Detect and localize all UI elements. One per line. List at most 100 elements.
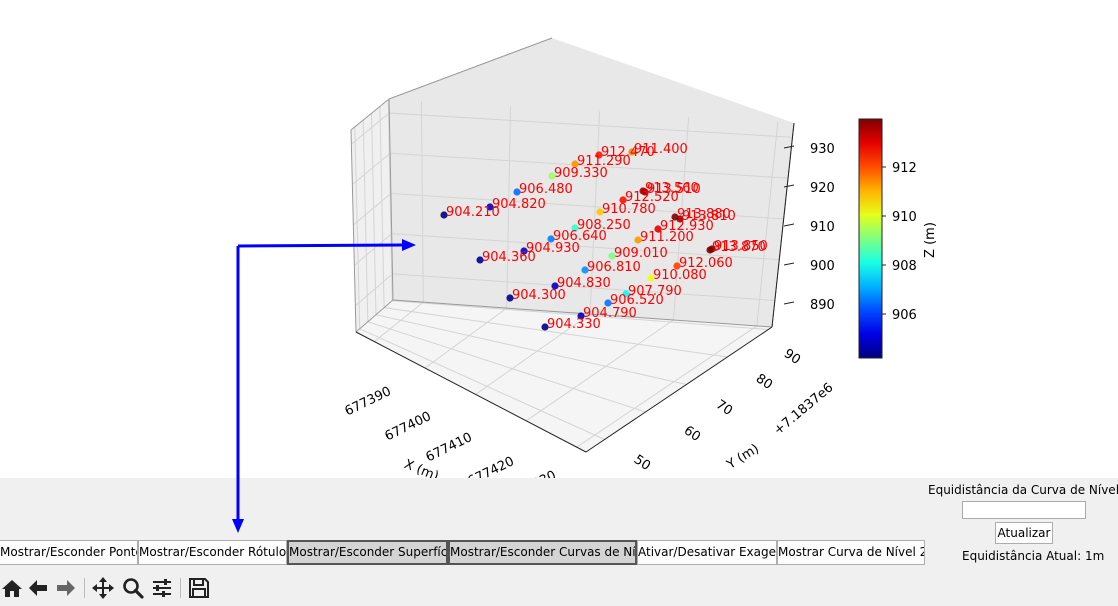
point-label: 913.880 <box>677 207 731 222</box>
data-point <box>628 148 636 156</box>
floor-pane <box>356 300 772 452</box>
x-tick-label: 677400 <box>383 409 434 444</box>
save-icon[interactable] <box>187 576 211 600</box>
axis-edge <box>350 129 357 333</box>
colorbar-tick-label: 908 <box>892 259 917 274</box>
z-tick <box>783 145 795 149</box>
point-label: 904.210 <box>446 205 500 220</box>
data-point <box>595 151 603 159</box>
right-back-pane <box>389 38 794 327</box>
data-point <box>571 224 579 232</box>
point-label: 909.010 <box>614 246 668 261</box>
data-point <box>506 294 514 302</box>
data-point <box>647 274 655 282</box>
data-point <box>440 211 448 219</box>
z-tick-label: 930 <box>810 142 835 157</box>
point-label: 913.850 <box>714 239 768 254</box>
data-point <box>708 245 716 253</box>
point-label: 904.820 <box>492 197 546 212</box>
point-label: 912.930 <box>660 219 714 234</box>
x-tick-label: 677420 <box>466 454 517 478</box>
x-tick-label: 677390 <box>343 384 394 419</box>
point-label: 913.560 <box>645 181 699 196</box>
show-2d-contour-button[interactable]: Mostrar Curva de Nível 2D <box>777 540 925 565</box>
toggle-labels-button[interactable]: Mostrar/Esconder Rótulos <box>138 540 287 565</box>
colorbar <box>858 118 883 359</box>
navigation-toolbar <box>0 574 1118 604</box>
z-tick <box>783 262 795 266</box>
point-label: 911.400 <box>634 142 688 157</box>
y-tick-label: 50 <box>631 452 653 474</box>
point-label: 906.520 <box>610 293 664 308</box>
point-label: 904.330 <box>547 317 601 332</box>
toggle-surface-button[interactable]: Mostrar/Esconder Superfície <box>287 540 448 565</box>
pan-icon[interactable] <box>91 576 115 600</box>
axis-edge <box>388 37 553 100</box>
data-point <box>547 235 555 243</box>
home-icon[interactable] <box>0 576 24 600</box>
data-point <box>541 323 549 331</box>
data-point <box>654 225 662 233</box>
axis-edge <box>350 98 390 131</box>
data-point <box>608 252 616 260</box>
data-points <box>440 148 716 331</box>
y-tick-label: 70 <box>713 397 735 419</box>
data-point <box>476 256 484 264</box>
zoom-icon[interactable] <box>121 576 145 600</box>
point-label: 904.360 <box>482 250 536 265</box>
point-label: 904.300 <box>512 288 566 303</box>
data-point <box>577 312 585 320</box>
data-point <box>634 236 642 244</box>
configure-subplots-icon[interactable] <box>150 576 174 600</box>
axis-edge <box>355 299 394 333</box>
toolbar-separator <box>180 578 181 598</box>
left-back-pane <box>351 99 393 332</box>
x-tick-label: 677430 <box>508 468 559 478</box>
point-label: 911.200 <box>640 230 694 245</box>
update-button[interactable]: Atualizar <box>995 522 1053 544</box>
data-point <box>604 299 612 307</box>
equidistance-label: Equidistância da Curva de Nível (m): <box>928 483 1118 497</box>
y-tick-label: 80 <box>753 371 775 393</box>
forward-icon[interactable] <box>54 576 78 600</box>
y-tick-label: 90 <box>781 346 803 368</box>
toggle-contours-button[interactable]: Mostrar/Esconder Curvas de Nível <box>448 540 637 565</box>
point-label: 912.470 <box>601 145 655 160</box>
data-point <box>581 266 589 274</box>
colorbar-tick-label: 906 <box>892 308 917 323</box>
point-label: 913.870 <box>712 240 766 255</box>
toolbar-separator <box>84 578 85 598</box>
point-label: 909.330 <box>554 166 608 181</box>
point-label: 904.830 <box>557 276 611 291</box>
data-point <box>486 203 494 211</box>
point-label: 906.640 <box>553 229 607 244</box>
current-equidistance: Equidistância Atual: 1m <box>962 549 1105 563</box>
data-point <box>619 196 627 204</box>
data-point <box>571 160 579 168</box>
data-point <box>622 290 630 298</box>
z-tick-label: 910 <box>810 220 835 235</box>
y-axis-label: Y (m) <box>724 441 762 473</box>
equidistance-input[interactable] <box>962 501 1086 519</box>
z-tick <box>783 184 795 188</box>
data-point <box>520 247 528 255</box>
point-label: 906.480 <box>519 182 573 197</box>
back-icon[interactable] <box>26 576 50 600</box>
point-label: 911.290 <box>577 154 631 169</box>
data-point <box>673 262 681 270</box>
z-tick-label: 900 <box>810 259 835 274</box>
toggle-points-button[interactable]: Mostrar/Esconder Pontos <box>0 540 138 565</box>
plot-canvas[interactable]: 890900910920930Z (m)67739067740067741067… <box>0 0 1118 478</box>
z-tick-label: 890 <box>810 298 835 313</box>
z-tick-label: 920 <box>810 181 835 196</box>
point-label: 912.520 <box>625 190 679 205</box>
toggle-exaggeration-button[interactable]: Ativar/Desativar Exagero <box>637 540 777 565</box>
point-label: 910.080 <box>653 268 707 283</box>
plot-3d-axes[interactable]: 890900910920930Z (m)67739067740067741067… <box>0 0 1118 478</box>
data-point <box>596 208 604 216</box>
point-label: 906.810 <box>587 260 641 275</box>
data-point <box>513 188 521 196</box>
data-point <box>551 282 559 290</box>
x-axis-line <box>355 331 587 453</box>
